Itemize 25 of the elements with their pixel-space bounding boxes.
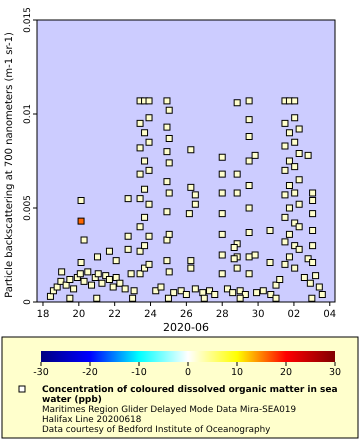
y-tick-label: 0.005 — [23, 195, 33, 221]
x-axis-title: 2020-06 — [163, 321, 209, 334]
color-bar-label: 0 — [184, 367, 192, 378]
color-bar-label: 30 — [328, 367, 342, 378]
y-tick-label: 0.015 — [23, 7, 33, 33]
x-tick-label: 24 — [144, 309, 157, 320]
text: Maritimes Region Glider Delayed Mode Data Mira-SEA019 Halifax Line 20200618 — [42, 405, 296, 425]
x-tick-label: 02 — [288, 309, 300, 320]
text: Concentration of coloured dissolved organic matter in sea water (ppb) — [42, 385, 338, 405]
x-tick-label: 22 — [108, 309, 122, 320]
y-tick-label: 0.01 — [23, 104, 33, 124]
y-tick-label: 0 — [23, 298, 33, 305]
y-axis-title: Particle backscattering at 700 nanometers (m-1 sr-1) — [4, 32, 15, 298]
x-tick-label: 28 — [216, 309, 229, 320]
x-tick-label: 30 — [252, 309, 264, 320]
color-bar-label: -20 — [82, 367, 98, 378]
x-tick-label: 26 — [180, 309, 193, 320]
x-tick-label: 18 — [36, 309, 50, 320]
color-bar-label: 10 — [230, 367, 244, 378]
text: Data courtesy of Bedford Institute of Oceanography — [42, 425, 270, 435]
color-bar-label: -10 — [131, 367, 147, 378]
color-bar-label: -30 — [33, 367, 49, 378]
color-bar-label: 20 — [280, 367, 292, 378]
x-tick-label: 04 — [323, 309, 336, 320]
x-tick-label: 20 — [72, 309, 86, 320]
